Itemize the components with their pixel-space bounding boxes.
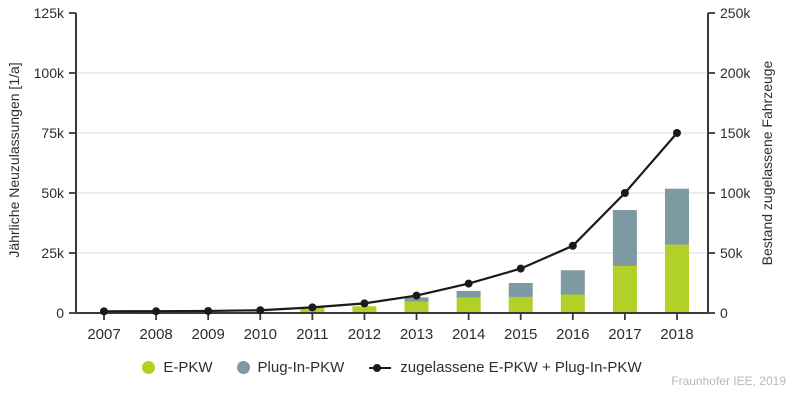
line-series — [100, 129, 681, 316]
legend-item-bestand-line: zugelassene E-PKW + Plug-In-PKW — [368, 359, 642, 376]
year-label: 2018 — [660, 326, 693, 343]
year-label: 2015 — [504, 326, 537, 343]
left-tick-label: 125k — [34, 5, 65, 21]
line-point — [672, 129, 681, 137]
plug-in-pkw-dot-icon — [236, 361, 250, 374]
line-point — [308, 303, 317, 312]
line-point — [620, 189, 629, 197]
line-point — [152, 307, 161, 316]
axes — [69, 12, 715, 320]
line-point — [464, 279, 473, 288]
year-label: 2007 — [87, 326, 120, 343]
line-with-dot-icon — [369, 363, 392, 372]
legend-label-plug-in-pkw: Plug-In-PKW — [257, 359, 345, 376]
bar-segment-plug-in-pkw — [664, 188, 689, 245]
right-tick-label: 50k — [720, 245, 744, 261]
left-axis-title: Jährliche Neuzulassungen [1/a] — [6, 62, 22, 257]
right-axis-title: Bestand zugelassene Fahrzeuge — [759, 60, 775, 265]
e-pkw-dot-icon — [142, 361, 156, 374]
legend-item-plug-in-pkw: Plug-In-PKW — [236, 359, 345, 376]
left-tick-label: 0 — [56, 305, 64, 321]
year-label: 2012 — [348, 326, 381, 343]
right-tick-label: 150k — [720, 125, 751, 141]
bar-segment-e-pkw — [404, 301, 429, 313]
left-tick-label: 100k — [34, 65, 65, 81]
bar-segment-plug-in-pkw — [508, 283, 533, 297]
legend-label-bestand-line: zugelassene E-PKW + Plug-In-PKW — [400, 359, 642, 376]
credit-text: Fraunhofer IEE, 2019 — [671, 374, 786, 388]
right-tick-label: 200k — [720, 65, 751, 81]
cumulative-line — [103, 132, 678, 313]
line-point — [100, 307, 108, 316]
line-point — [568, 241, 577, 250]
line-point — [204, 306, 213, 315]
left-tick-label: 25k — [41, 245, 65, 261]
legend-label-e-pkw: E-PKW — [163, 359, 213, 376]
year-label: 2013 — [400, 326, 433, 343]
left-tick-label: 75k — [41, 125, 65, 141]
year-label: 2009 — [191, 326, 224, 343]
bar-segment-e-pkw — [664, 244, 689, 313]
line-point — [360, 299, 369, 308]
bar-segment-e-pkw — [560, 294, 585, 313]
bar-segment-e-pkw — [508, 296, 533, 313]
bar-segment-plug-in-pkw — [612, 210, 637, 266]
tick-labels: 0 25k 50k 75k 100k 125k 0 50k 100k 150k 200k 250k 20… — [34, 5, 752, 343]
left-tick-label: 50k — [41, 185, 65, 201]
bar-segment-e-pkw — [352, 306, 377, 313]
year-label: 2011 — [296, 326, 328, 343]
legend: E-PKW Plug-In-PKW zugelassene E-PKW + Pl… — [0, 359, 784, 376]
line-point — [256, 306, 265, 315]
line-point — [412, 291, 421, 300]
right-tick-label: 100k — [720, 185, 751, 201]
year-label: 2008 — [139, 326, 172, 343]
year-label: 2014 — [452, 326, 485, 343]
bar-segment-e-pkw — [612, 265, 637, 313]
right-tick-label: 250k — [720, 5, 751, 21]
year-label: 2017 — [608, 326, 641, 343]
bar-segment-plug-in-pkw — [456, 290, 481, 298]
bar-segment-e-pkw — [456, 297, 481, 313]
year-label: 2016 — [556, 326, 589, 343]
bar-segment-plug-in-pkw — [560, 270, 585, 295]
legend-item-e-pkw: E-PKW — [142, 359, 213, 376]
year-label: 2010 — [244, 326, 277, 343]
gridlines — [76, 72, 708, 254]
bar-series — [92, 188, 689, 313]
line-point — [516, 264, 525, 273]
right-tick-label: 0 — [720, 305, 728, 321]
